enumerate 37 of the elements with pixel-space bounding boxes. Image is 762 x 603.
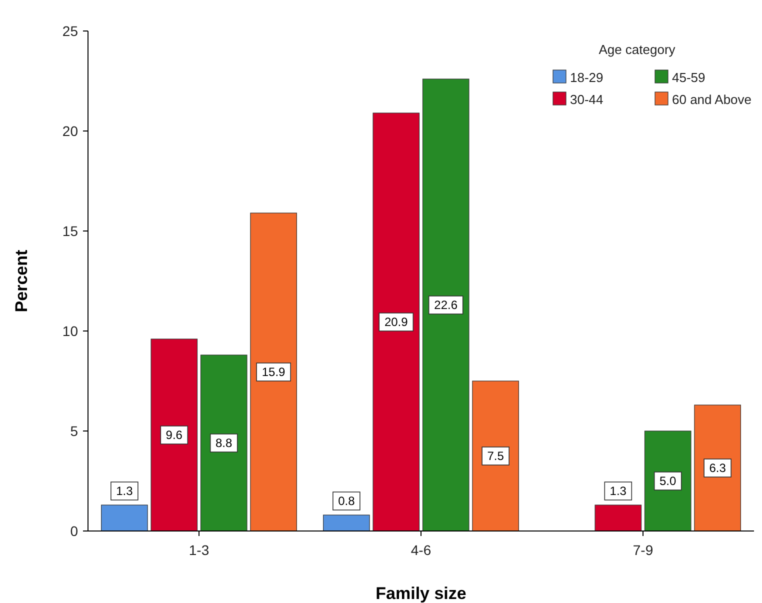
data-label: 20.9 xyxy=(384,315,408,329)
y-tick-label: 25 xyxy=(62,23,78,39)
y-axis-title: Percent xyxy=(12,249,31,312)
data-label: 0.8 xyxy=(338,494,356,508)
bar xyxy=(594,504,642,532)
legend-title: Age category xyxy=(598,42,676,57)
data-label: 1.3 xyxy=(116,484,134,498)
y-tick-label: 15 xyxy=(62,223,78,239)
bar xyxy=(101,504,148,532)
legend-label: 60 and Above xyxy=(672,92,752,107)
bar xyxy=(372,112,420,532)
data-label: 22.6 xyxy=(434,298,458,312)
legend-label: 30-44 xyxy=(570,92,604,107)
legend-label: 18-29 xyxy=(570,70,604,85)
y-tick-label: 10 xyxy=(62,323,78,339)
bar xyxy=(200,354,248,532)
legend-label: 45-59 xyxy=(672,70,706,85)
bar xyxy=(250,212,297,532)
y-tick-label: 5 xyxy=(70,423,78,439)
bar xyxy=(422,78,470,532)
bar xyxy=(472,380,519,532)
data-label: 6.3 xyxy=(709,461,726,475)
data-label: 5.0 xyxy=(660,474,677,488)
y-tick-label: 20 xyxy=(62,123,78,139)
x-tick-label: 4-6 xyxy=(410,542,432,558)
x-tick-label: 7-9 xyxy=(632,542,654,558)
bar xyxy=(150,338,198,532)
x-tick-label: 1-3 xyxy=(188,542,210,558)
data-label: 7.5 xyxy=(487,449,504,463)
data-label: 8.8 xyxy=(216,436,233,450)
data-label: 15.9 xyxy=(262,365,286,379)
y-tick-label: 0 xyxy=(70,523,78,539)
x-axis-title: Family size xyxy=(376,584,466,603)
bar xyxy=(694,404,741,532)
data-label: 9.6 xyxy=(166,428,183,442)
bar xyxy=(323,514,370,532)
data-label: 1.3 xyxy=(610,484,627,498)
